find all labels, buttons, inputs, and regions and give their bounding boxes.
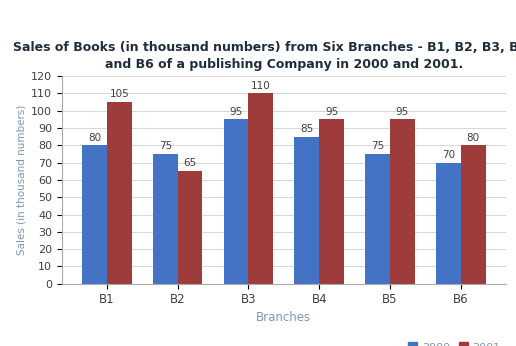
Title: Sales of Books (in thousand numbers) from Six Branches - B1, B2, B3, B4, B5
and : Sales of Books (in thousand numbers) fro… <box>13 41 516 71</box>
Bar <box>436 163 461 284</box>
X-axis label: Branches: Branches <box>256 311 311 324</box>
Bar <box>223 119 248 284</box>
Bar <box>82 145 107 284</box>
Bar <box>178 171 202 284</box>
Legend: 2000, 2001: 2000, 2001 <box>404 338 505 346</box>
Bar <box>461 145 486 284</box>
Text: 70: 70 <box>442 150 455 160</box>
Text: 80: 80 <box>88 133 101 143</box>
Text: 80: 80 <box>466 133 480 143</box>
Text: 105: 105 <box>109 89 129 99</box>
Bar <box>295 137 319 284</box>
Text: 110: 110 <box>251 81 271 91</box>
Bar <box>319 119 344 284</box>
Bar <box>365 154 390 284</box>
Bar <box>390 119 415 284</box>
Bar <box>107 102 132 284</box>
Text: 95: 95 <box>396 107 409 117</box>
Text: 75: 75 <box>371 141 384 151</box>
Text: 95: 95 <box>230 107 243 117</box>
Text: 75: 75 <box>158 141 172 151</box>
Bar <box>248 93 273 284</box>
Bar <box>153 154 178 284</box>
Text: 65: 65 <box>183 158 197 169</box>
Text: 95: 95 <box>325 107 338 117</box>
Y-axis label: Sales (in thousand numbers): Sales (in thousand numbers) <box>17 105 27 255</box>
Text: 85: 85 <box>300 124 313 134</box>
